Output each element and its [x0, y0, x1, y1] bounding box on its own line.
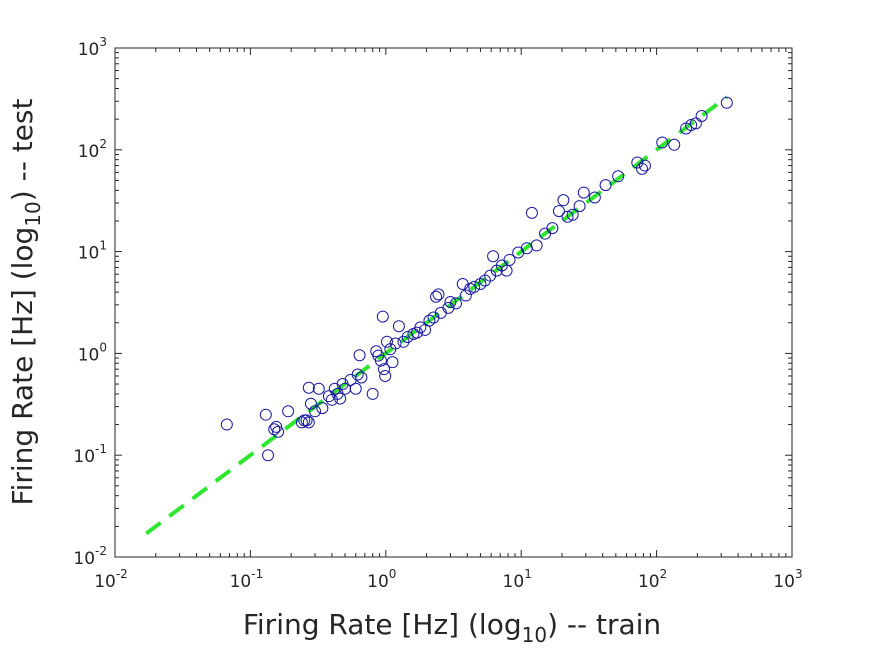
data-point: [366, 387, 379, 400]
data-point: [312, 382, 325, 395]
data-point: [444, 295, 457, 308]
data-point: [546, 222, 559, 235]
data-point: [432, 288, 445, 301]
data-point: [220, 418, 233, 431]
data-point: [389, 337, 402, 350]
x-tick-labels: 10-2 10-1 100 101 102 103: [94, 567, 802, 592]
minor-ticks: [115, 48, 792, 557]
data-point: [430, 290, 443, 303]
data-point: [300, 414, 313, 427]
data-point: [500, 264, 513, 277]
data-point: [380, 335, 393, 348]
y-tick-label: 10-1: [73, 442, 107, 467]
data-point: [552, 205, 565, 218]
data-point: [503, 253, 516, 266]
y-tick-label: 100: [78, 340, 107, 365]
data-point: [378, 363, 391, 376]
data-point: [423, 314, 436, 327]
data-point: [268, 423, 281, 436]
data-point: [468, 280, 481, 293]
data-point: [557, 194, 570, 207]
data-point: [349, 382, 362, 395]
y-tick-label: 10-2: [73, 544, 107, 569]
data-point: [353, 349, 366, 362]
data-point: [316, 402, 329, 415]
data-point: [487, 250, 500, 263]
y-tick-labels: 10-2 10-1 100 101 102 103: [73, 35, 107, 569]
data-point: [397, 335, 410, 348]
data-point: [720, 96, 733, 109]
fit-line: [145, 95, 729, 536]
data-point: [631, 156, 644, 169]
data-point: [270, 420, 283, 433]
data-point: [525, 206, 538, 219]
data-point: [612, 170, 625, 183]
y-tick-label: 103: [78, 35, 107, 60]
data-point: [322, 390, 335, 403]
data-points: [220, 96, 733, 462]
y-tick-label: 101: [78, 239, 107, 264]
x-tick-label: 10-2: [94, 567, 128, 592]
data-point: [474, 278, 487, 291]
data-point: [530, 239, 543, 252]
x-tick-label: 103: [773, 567, 802, 592]
data-point: [450, 297, 463, 310]
fit-line-layer: [145, 95, 729, 536]
data-point: [577, 186, 590, 199]
data-point: [355, 371, 368, 384]
data-point: [374, 354, 387, 367]
data-point: [588, 191, 601, 204]
data-point: [573, 200, 586, 213]
data-point: [386, 356, 399, 369]
data-point: [685, 119, 698, 132]
y-tick-label: 102: [78, 137, 107, 162]
data-point: [638, 159, 651, 172]
data-point: [259, 408, 272, 421]
data-point: [656, 136, 669, 149]
data-point: [561, 210, 574, 223]
data-point: [599, 179, 612, 192]
data-point: [351, 368, 364, 381]
data-point: [668, 138, 681, 151]
x-tick-label: 100: [367, 567, 396, 592]
data-point: [334, 392, 347, 405]
y-axis-title: Firing Rate [Hz] (log10) -- test: [6, 99, 45, 506]
data-point: [392, 320, 405, 333]
data-point: [309, 405, 322, 418]
data-point: [635, 162, 648, 175]
x-tick-label: 102: [638, 567, 667, 592]
x-axis-title: Firing Rate [Hz] (log10) -- train: [243, 608, 661, 647]
data-point: [262, 449, 275, 462]
data-point: [442, 301, 455, 314]
data-point: [376, 310, 389, 323]
major-ticks: [114, 47, 793, 558]
data-point: [689, 117, 702, 130]
x-tick-label: 10-1: [230, 567, 264, 592]
data-point: [302, 416, 315, 429]
x-tick-label: 101: [503, 567, 532, 592]
data-point: [304, 397, 317, 410]
data-point: [282, 405, 295, 418]
data-point: [302, 381, 315, 394]
data-point: [695, 109, 708, 122]
data-point: [459, 289, 472, 302]
data-point: [566, 208, 579, 221]
data-point: [379, 369, 392, 382]
data-point: [272, 425, 285, 438]
